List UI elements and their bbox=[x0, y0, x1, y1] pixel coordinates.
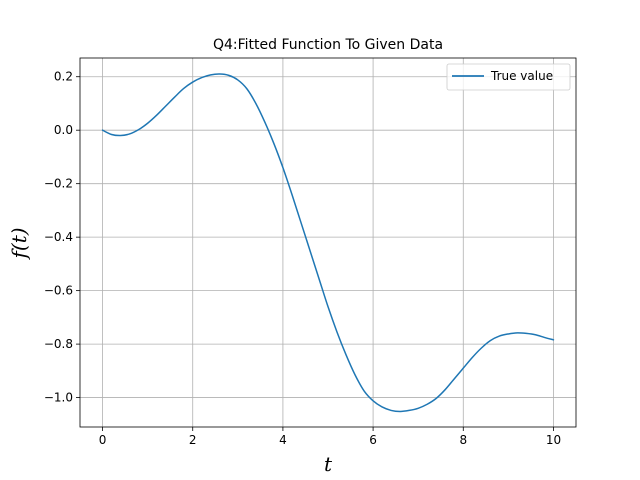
y-tick-label: −0.4 bbox=[44, 230, 73, 244]
y-tick-label: −0.2 bbox=[44, 177, 73, 191]
x-tick-label: 2 bbox=[189, 433, 197, 447]
legend-label-true-value: True value bbox=[490, 69, 553, 83]
y-tick-label: 0.0 bbox=[54, 123, 73, 137]
legend: True value bbox=[446, 63, 571, 91]
y-tick-label: 0.2 bbox=[54, 70, 73, 84]
x-tick-label: 4 bbox=[279, 433, 287, 447]
grid bbox=[80, 58, 576, 427]
x-tick-label: 6 bbox=[369, 433, 377, 447]
y-tick-label: −0.8 bbox=[44, 337, 73, 351]
ticks: 0 2 4 6 8 10 0.2 0.0 −0.2 −0.4 −0.6 −0.8 −1.0 bbox=[44, 70, 561, 447]
x-axis-label: t bbox=[324, 452, 333, 476]
axes-frame bbox=[79, 57, 577, 428]
legend-box bbox=[446, 63, 571, 91]
y-axis-label: f(t) bbox=[7, 227, 31, 260]
series-line-true-value bbox=[101, 73, 555, 413]
series-layer bbox=[101, 73, 555, 413]
chart-title: Q4:Fitted Function To Given Data bbox=[213, 37, 443, 53]
x-tick-label: 8 bbox=[459, 433, 467, 447]
x-tick-label: 0 bbox=[99, 433, 107, 447]
x-tick-label: 10 bbox=[546, 433, 561, 447]
y-tick-label: −0.6 bbox=[44, 284, 73, 298]
y-tick-label: −1.0 bbox=[44, 391, 73, 405]
